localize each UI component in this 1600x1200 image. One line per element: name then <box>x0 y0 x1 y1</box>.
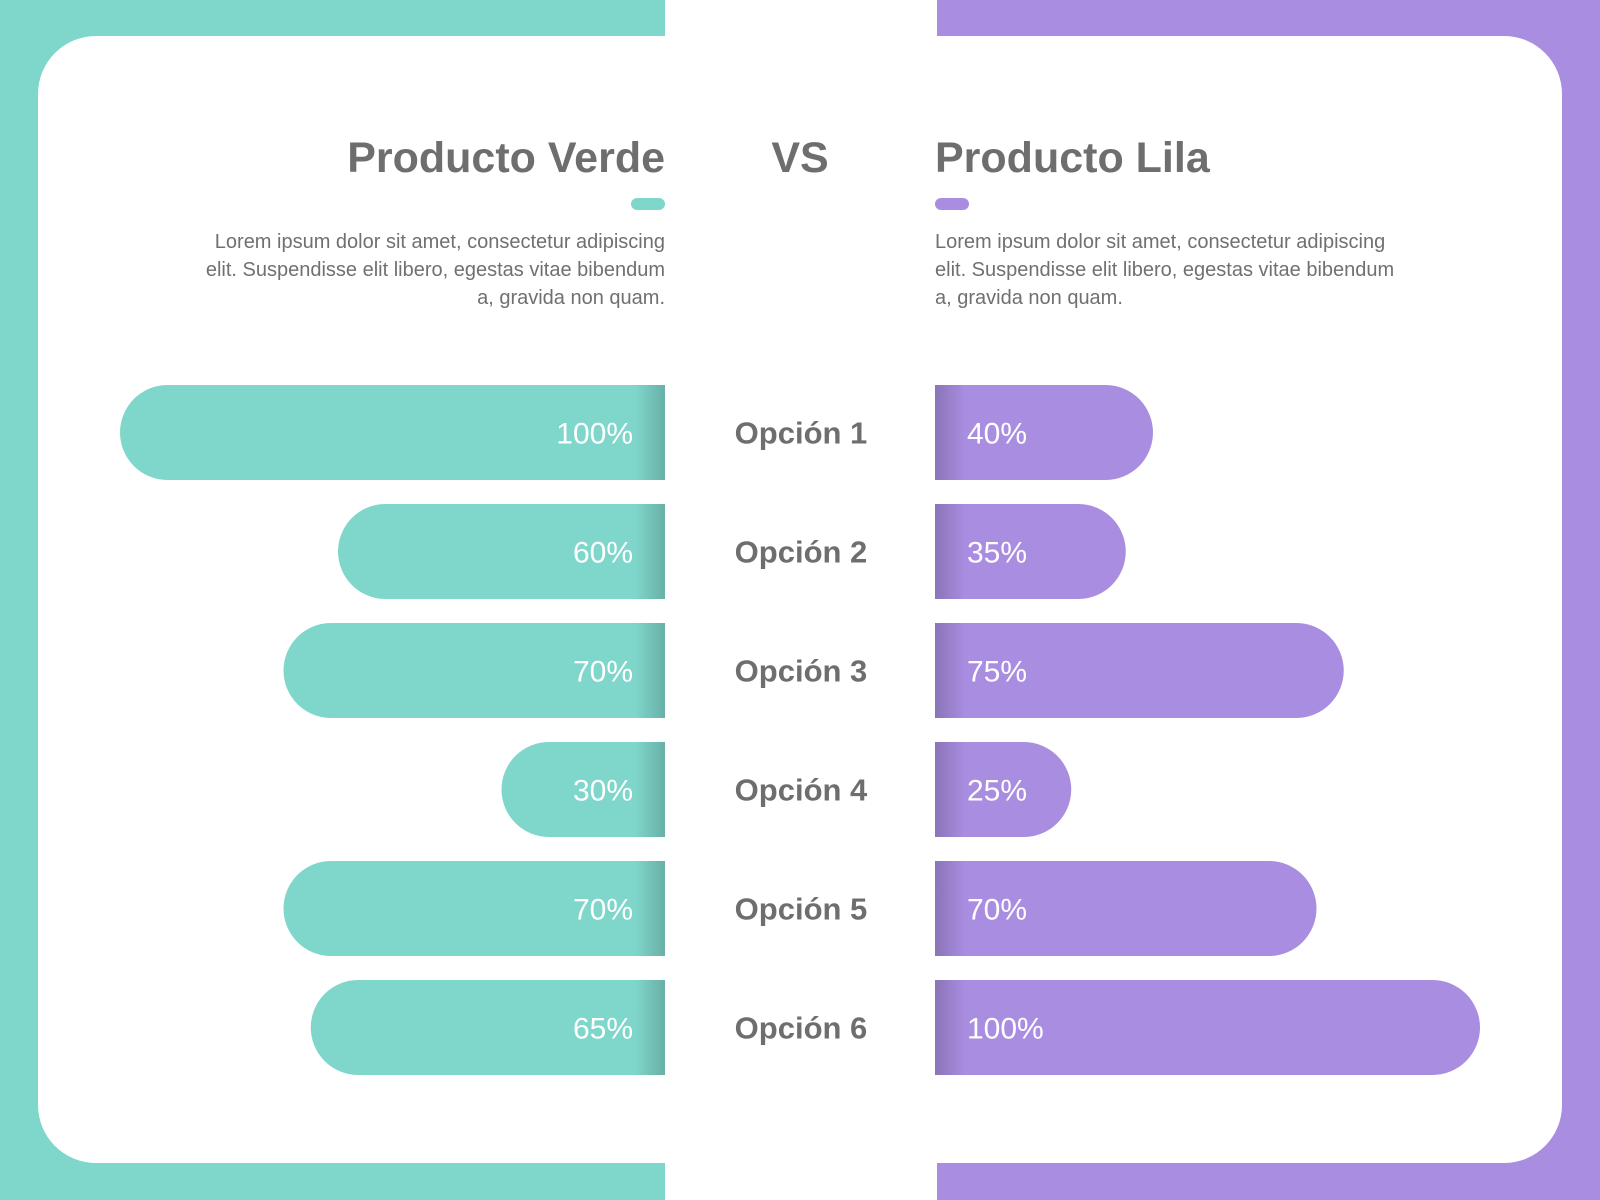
bar-verde-label-5: 70% <box>573 894 633 927</box>
bar-lila-label-4: 25% <box>967 775 1027 808</box>
bar-verde-2 <box>338 504 665 599</box>
bar-lila-label-2: 35% <box>967 537 1027 570</box>
category-label-6: Opción 6 <box>735 1011 868 1046</box>
versus-label: VS <box>771 134 829 182</box>
bar-verde-3 <box>283 623 665 718</box>
category-label-5: Opción 5 <box>735 892 868 927</box>
bar-lila-4 <box>935 742 1072 837</box>
bar-lila-shadow <box>935 861 965 956</box>
bar-verde-4 <box>501 742 665 837</box>
bar-verde-5 <box>283 861 665 956</box>
bar-verde-label-3: 70% <box>573 656 633 689</box>
bar-lila-shadow <box>935 504 965 599</box>
bar-lila-6 <box>935 980 1481 1075</box>
bar-lila-3 <box>935 623 1344 718</box>
bar-verde-shadow <box>635 385 665 480</box>
right-product-description: Lorem ipsum dolor sit amet, consectetur … <box>935 231 1395 309</box>
bar-lila-shadow <box>935 385 965 480</box>
bar-lila-1 <box>935 385 1153 481</box>
left-accent-line <box>631 198 665 210</box>
bar-lila-shadow <box>935 623 965 718</box>
bar-lila-label-1: 40% <box>967 418 1027 451</box>
bar-verde-6 <box>310 980 665 1075</box>
bar-verde-label-1: 100% <box>556 418 633 451</box>
bar-lila-shadow <box>935 980 965 1075</box>
bar-verde-label-4: 30% <box>573 775 633 808</box>
bar-lila-label-5: 70% <box>967 894 1027 927</box>
bar-verde-shadow <box>635 623 665 718</box>
left-product-description: Lorem ipsum dolor sit amet, consectetur … <box>205 231 665 309</box>
bar-lila-label-6: 100% <box>967 1013 1044 1046</box>
content-card <box>38 36 1562 1163</box>
bar-lila-5 <box>935 861 1317 956</box>
left-product-title: Producto Verde <box>347 134 665 182</box>
category-label-3: Opción 3 <box>735 654 868 689</box>
bar-verde-shadow <box>635 742 665 837</box>
bar-verde-label-6: 65% <box>573 1013 633 1046</box>
bar-verde-shadow <box>635 980 665 1075</box>
category-label-1: Opción 1 <box>735 416 868 451</box>
right-accent-line <box>935 198 969 210</box>
bar-verde-label-2: 60% <box>573 537 633 570</box>
bar-lila-2 <box>935 504 1126 599</box>
category-label-4: Opción 4 <box>735 773 868 808</box>
category-label-2: Opción 2 <box>735 535 868 570</box>
bar-lila-label-3: 75% <box>967 656 1027 689</box>
bar-lila-shadow <box>935 742 965 837</box>
right-product-title: Producto Lila <box>935 134 1210 182</box>
bar-verde-shadow <box>635 861 665 956</box>
bar-verde-1 <box>120 385 666 481</box>
bar-verde-shadow <box>635 504 665 599</box>
